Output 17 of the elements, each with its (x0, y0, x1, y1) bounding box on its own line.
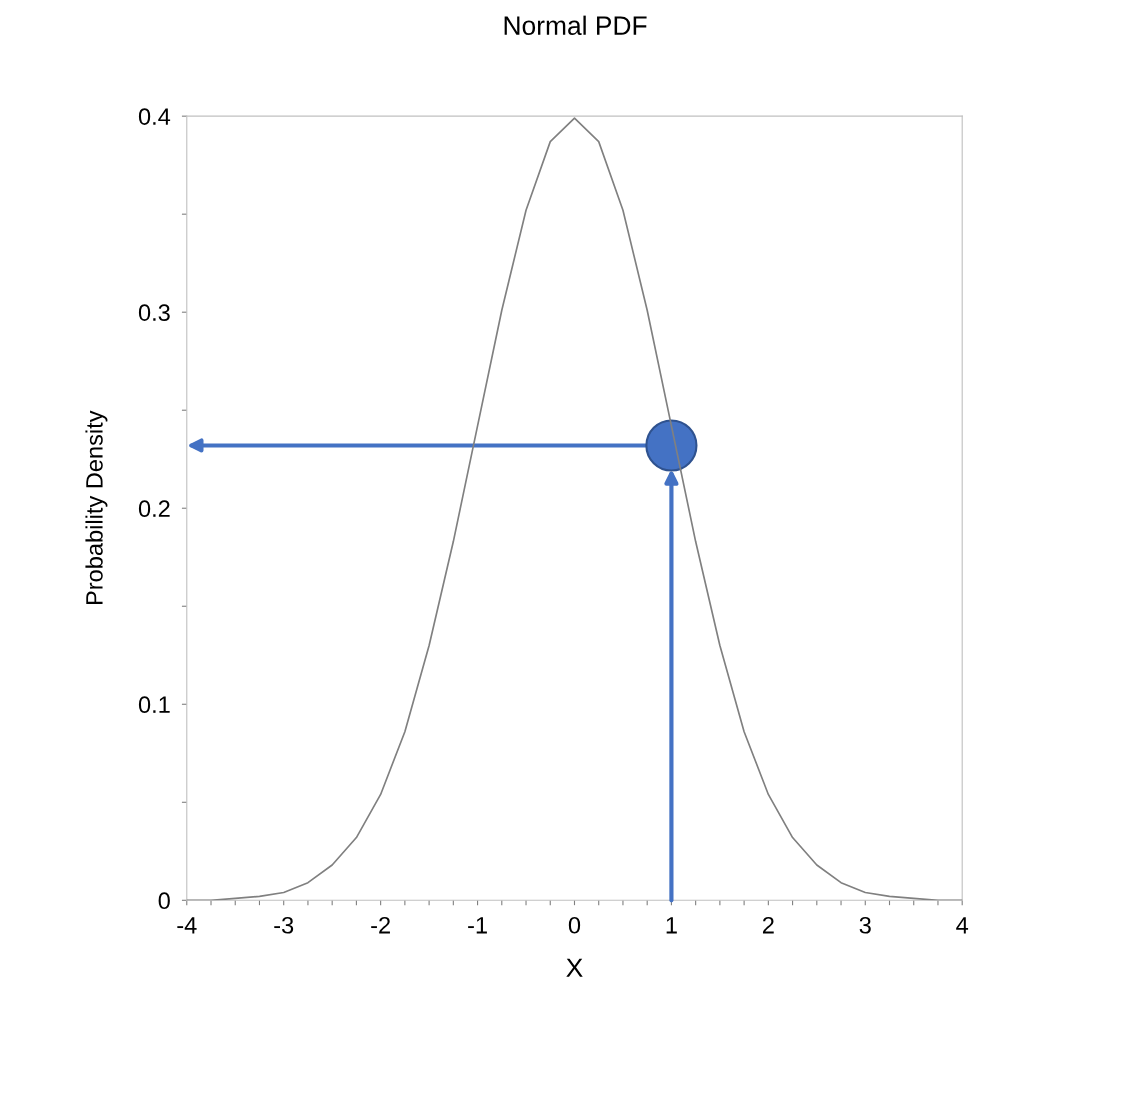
y-tick-label: 0.3 (138, 304, 170, 321)
x-tick-label: -4 (177, 917, 197, 934)
y-tick-label: 0.1 (138, 696, 170, 714)
y-axis-title: Probability Density (85, 410, 108, 605)
x-tick-label: 1 (666, 917, 677, 934)
x-tick-label: -1 (468, 917, 487, 934)
y-tick-label: 0 (158, 892, 170, 910)
x-axis-title: X (566, 958, 583, 977)
y-tick-label: 0.2 (138, 500, 170, 518)
x-tick-label: 2 (762, 916, 774, 934)
chart-title: Normal PDF (504, 15, 647, 36)
x-tick-label: -3 (274, 916, 294, 934)
x-tick-label: -2 (371, 916, 390, 934)
x-tick-label: 3 (859, 916, 871, 934)
y-tick-label: 0.4 (138, 108, 171, 125)
x-tick-label: 4 (956, 917, 969, 934)
x-tick-label: 0 (568, 916, 581, 934)
